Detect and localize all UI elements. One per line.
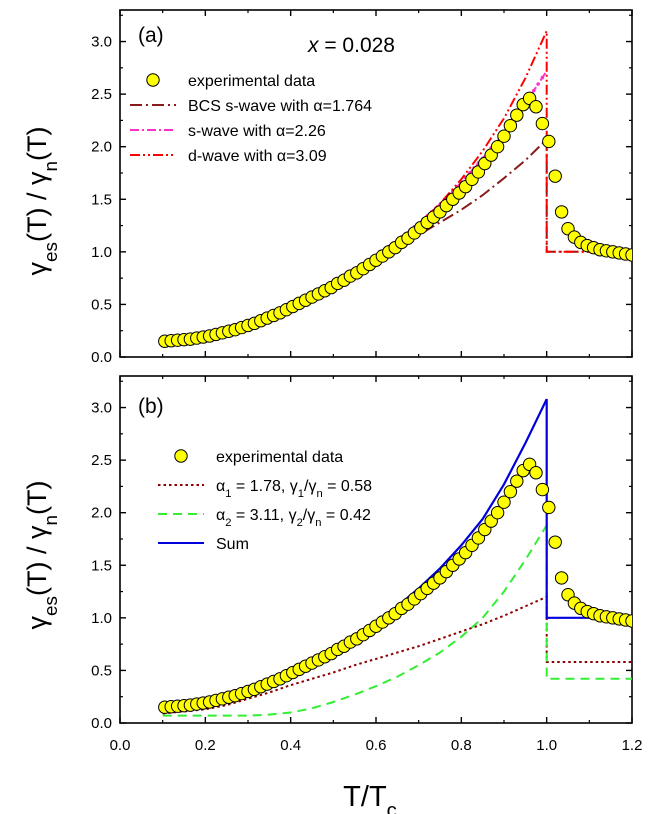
data-point xyxy=(542,500,556,515)
legend-entry: s-wave with α=2.26 xyxy=(188,123,326,140)
plot-area xyxy=(158,30,632,348)
x-tick-label: 1.0 xyxy=(536,737,557,754)
series-point xyxy=(532,88,536,93)
annotation: x = 0.028 xyxy=(307,34,395,57)
svg-text:γes(T) / γn(T): γes(T) / γn(T) xyxy=(22,127,62,276)
legend-marker xyxy=(146,73,160,87)
data-point xyxy=(490,139,505,154)
legend-entry: α1 = 1.78, γ1/γn = 0.58 xyxy=(216,478,372,500)
data-point xyxy=(497,495,511,509)
x-tick-label: 1.2 xyxy=(622,737,643,754)
y-tick-label: 0.0 xyxy=(91,715,112,732)
panel-a: 0.0 0.5 1.0 1.5 2.0 2.5 3.0 (a) x = 0.028 experim… xyxy=(91,9,633,366)
data-point xyxy=(503,484,518,499)
data-point xyxy=(535,482,550,497)
data-point xyxy=(503,118,518,133)
y-tick-label: 1.0 xyxy=(91,610,112,627)
y-tick-label: 2.5 xyxy=(91,86,112,103)
x-tick-label: 0.0 xyxy=(110,737,131,754)
series-point xyxy=(540,75,545,80)
y-tick-label: 1.5 xyxy=(91,191,112,208)
data-point xyxy=(625,614,632,628)
y-tick-label: 3.0 xyxy=(91,400,112,417)
legend: experimental data α1 = 1.78, γ1/γn = 0.58… xyxy=(158,449,372,553)
y-tick-label: 0.5 xyxy=(91,296,112,313)
plot-frame xyxy=(119,375,633,724)
y-tick-label: 0.5 xyxy=(91,662,112,679)
legend-entry: experimental data xyxy=(188,73,315,90)
plot-frame xyxy=(119,9,633,358)
data-point xyxy=(554,571,569,585)
data-point xyxy=(548,169,562,183)
data-point xyxy=(510,474,524,488)
x-tick-label: 0.6 xyxy=(366,737,387,754)
data-point xyxy=(548,535,562,549)
legend-entry: BCS s-wave with α=1.764 xyxy=(188,98,372,115)
y-tick-label: 0.0 xyxy=(91,349,112,366)
svg-text:γes(T) / γn(T): γes(T) / γn(T) xyxy=(22,481,62,630)
y-tick-label: 3.0 xyxy=(91,34,112,51)
data-point xyxy=(510,108,524,122)
x-tick-label: 0.2 xyxy=(195,737,216,754)
data-point xyxy=(497,129,511,143)
plot-area xyxy=(158,398,632,717)
data-point xyxy=(490,505,505,520)
y-tick-label: 2.0 xyxy=(91,139,112,156)
x-axis-label: T/Tc xyxy=(343,781,397,814)
x-tick-label: 0.4 xyxy=(280,737,301,754)
y-tick-label: 1.0 xyxy=(91,244,112,261)
legend-entry: experimental data xyxy=(216,449,343,466)
series-line xyxy=(162,595,632,715)
panel-b: 0.0 0.2 0.4 0.6 0.8 1.0 1.2 0.0 0.5 1.0 1.5 2.0 2.5 3… xyxy=(91,375,643,754)
panel-label: (a) xyxy=(138,24,164,47)
y-axis-label-panel-a: γes(T) / γn(T) xyxy=(22,127,62,276)
legend-entry: d-wave with α=3.09 xyxy=(188,148,327,165)
legend-marker xyxy=(174,449,188,463)
y-tick-label: 2.0 xyxy=(91,505,112,522)
y-tick-label: 2.5 xyxy=(91,452,112,469)
legend-entry: α2 = 3.11, γ2/γn = 0.42 xyxy=(216,507,371,529)
series-point xyxy=(536,82,540,86)
y-tick-label: 1.5 xyxy=(91,557,112,574)
data-point xyxy=(542,134,556,149)
data-point xyxy=(554,205,569,219)
series-line xyxy=(162,521,632,717)
legend-entry: Sum xyxy=(216,536,249,553)
x-tick-label: 0.8 xyxy=(451,737,472,754)
data-point xyxy=(535,116,550,131)
y-axis-label-panel-b: γes(T) / γn(T) xyxy=(22,481,62,630)
data-point xyxy=(529,466,543,480)
legend: experimental data BCS s-wave with α=1.764… xyxy=(130,73,372,165)
data-point xyxy=(529,100,543,114)
data-point xyxy=(625,248,632,262)
panel-label: (b) xyxy=(138,395,164,418)
